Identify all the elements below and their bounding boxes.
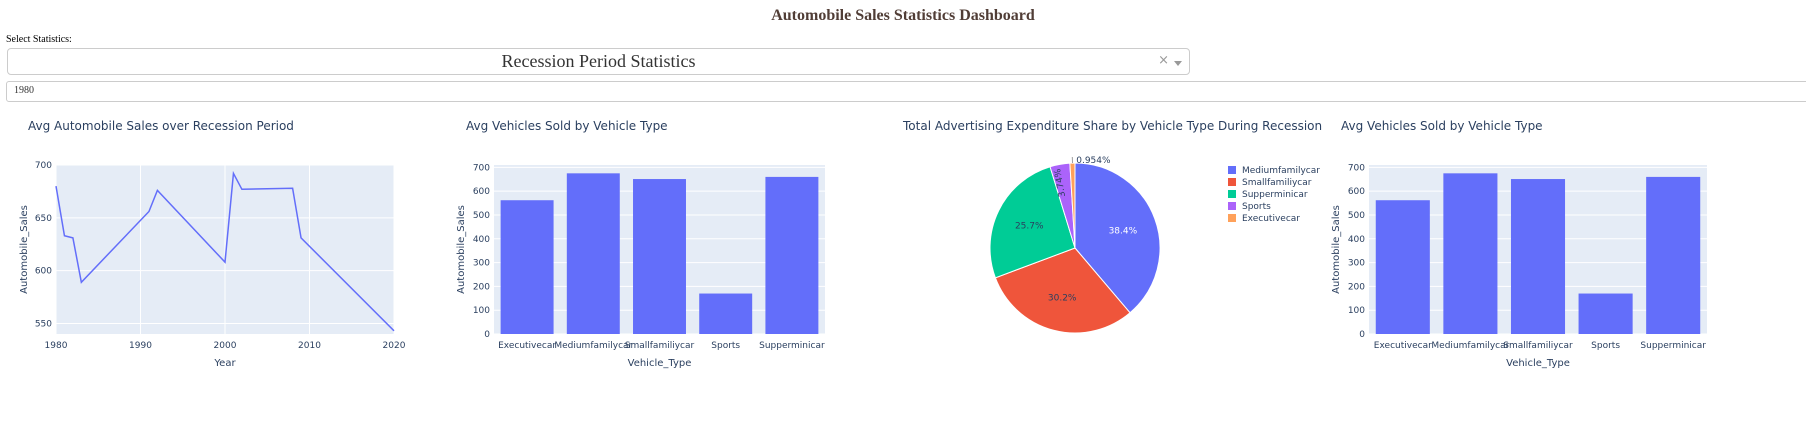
- vehicles-by-type-bar-chart-y-tick-label: 0: [484, 330, 490, 340]
- vehicles-by-type-bar-chart-bar: [566, 173, 620, 334]
- vehicles-by-type-bar-chart-2-x-tick-label: Sports: [1591, 341, 1620, 351]
- advertising-share-pie-chart-legend-swatch: [1228, 190, 1236, 198]
- year-select-value: 1980: [14, 85, 34, 96]
- recession-sales-line-chart-series-line: [55, 170, 395, 332]
- select-statistics-label: Select Statistics:: [6, 34, 72, 45]
- advertising-share-pie-chart-slice-label: 0.954%: [1076, 156, 1111, 166]
- vehicles-by-type-bar-chart-2-group: 0 100 200 300 400 500 600 700 Executivecar Medium…: [1331, 163, 1707, 369]
- vehicles-by-type-bar-chart-x-tick-label: Smallfamiliycar: [625, 341, 695, 351]
- recession-sales-line-chart-y-axis-label: Automobile_Sales: [19, 205, 30, 294]
- advertising-share-pie-chart-legend-label: Smallfamiliycar: [1242, 178, 1312, 188]
- vehicles-by-type-bar-chart-y-tick-label: 400: [473, 235, 490, 245]
- recession-sales-line-chart-x-axis-label: Year: [213, 358, 236, 369]
- vehicles-by-type-bar-chart-bar: [765, 176, 819, 334]
- vehicles-by-type-bar-chart-2-bar: [1646, 176, 1701, 334]
- advertising-share-pie-chart-legend-label: Mediumfamilycar: [1242, 166, 1320, 176]
- vehicles-by-type-bar-chart-x-tick-label: Sports: [711, 341, 740, 351]
- vehicles-by-type-bar-chart-2-y-tick-label: 400: [1348, 235, 1365, 245]
- vehicles-by-type-bar-chart-2-x-axis-label: Vehicle_Type: [1506, 358, 1570, 369]
- vehicles-by-type-bar-chart-2-bar: [1375, 200, 1430, 334]
- vehicles-by-type-bar-chart-y-tick-label: 300: [473, 259, 490, 269]
- advertising-share-pie-chart-slice: [994, 247, 1131, 334]
- recession-sales-line-chart-x-tick-label: 2000: [214, 341, 237, 351]
- advertising-share-pie-chart-group: 38.4%30.2%25.7%3.74%0.954%Mediumfamilyca…: [989, 156, 1320, 334]
- vehicles-by-type-bar-chart-y-tick-label: 500: [473, 211, 490, 221]
- vehicles-by-type-bar-chart-2-x-tick-label: Mediumfamilycar: [1431, 341, 1509, 351]
- recession-sales-line-chart-x-tick-label: 2020: [383, 341, 406, 351]
- vehicles-by-type-bar-chart-x-tick-label: Supperminicar: [759, 341, 825, 351]
- advertising-share-pie-chart-slice: [1069, 162, 1076, 249]
- vehicles-by-type-bar-chart-2-y-tick-label: 600: [1348, 187, 1365, 197]
- vehicles-by-type-bar-chart-bar: [500, 200, 554, 334]
- vehicles-by-type-bar-chart-2-y-tick-label: 0: [1359, 330, 1365, 340]
- recession-sales-line-chart-y-tick-label: 650: [35, 214, 52, 224]
- recession-sales-line-chart-title: Avg Automobile Sales over Recession Peri…: [28, 119, 294, 133]
- advertising-share-pie-chart-legend-swatch: [1228, 202, 1236, 210]
- clear-icon[interactable]: ×: [1158, 53, 1169, 68]
- vehicles-by-type-bar-chart-title: Avg Vehicles Sold by Vehicle Type: [466, 119, 668, 133]
- advertising-share-pie-chart-legend-swatch: [1228, 178, 1236, 186]
- vehicles-by-type-bar-chart-x-tick-label: Mediumfamilycar: [554, 341, 632, 351]
- vehicles-by-type-bar-chart-2-title: Avg Vehicles Sold by Vehicle Type: [1341, 119, 1543, 133]
- advertising-share-pie-chart-legend-swatch: [1228, 214, 1236, 222]
- vehicles-by-type-bar-chart-y-tick-label: 100: [473, 306, 490, 316]
- recession-sales-line-chart-x-tick-label: 2010: [298, 341, 321, 351]
- recession-sales-line-chart-x-tick-label: 1980: [45, 341, 68, 351]
- vehicles-by-type-bar-chart-2-y-tick-label: 100: [1348, 306, 1365, 316]
- vehicles-by-type-bar-chart-2-bar: [1443, 173, 1498, 334]
- vehicles-by-type-bar-chart-x-axis-label: Vehicle_Type: [628, 358, 692, 369]
- recession-sales-line-chart-x-tick-label: 1990: [129, 341, 152, 351]
- vehicles-by-type-bar-chart-y-tick-label: 200: [473, 282, 490, 292]
- advertising-share-pie-chart-legend-label: Executivecar: [1242, 214, 1300, 224]
- vehicles-by-type-bar-chart-x-tick-label: Executivecar: [498, 341, 556, 351]
- advertising-share-pie-chart-slice-label: 25.7%: [1015, 221, 1044, 231]
- vehicles-by-type-bar-chart-2-y-tick-label: 200: [1348, 282, 1365, 292]
- recession-sales-line-chart-y-tick-label: 550: [35, 319, 52, 329]
- vehicles-by-type-bar-chart-bar: [699, 293, 753, 334]
- statistics-dropdown[interactable]: Recession Period Statistics ×: [7, 48, 1190, 75]
- chevron-down-icon[interactable]: [1174, 61, 1182, 66]
- advertising-share-pie-chart-slice: [1074, 162, 1161, 314]
- advertising-share-pie-chart-slice-label: 38.4%: [1109, 226, 1138, 236]
- recession-sales-line-chart-group: 1980 1990 2000 2010 2020 550 600 650 700 Year Auto…: [19, 161, 406, 369]
- vehicles-by-type-bar-chart-y-tick-label: 600: [473, 187, 490, 197]
- year-select[interactable]: 1980: [6, 81, 1806, 102]
- vehicles-by-type-bar-chart-2-y-tick-label: 700: [1348, 163, 1365, 173]
- advertising-share-pie-chart-slice: [989, 166, 1076, 279]
- vehicles-by-type-bar-chart-2-x-tick-label: Smallfamiliycar: [1503, 341, 1573, 351]
- advertising-share-pie-chart-legend-swatch: [1228, 166, 1236, 174]
- vehicles-by-type-bar-chart-2-bar: [1510, 179, 1566, 334]
- vehicles-by-type-bar-chart-bar: [633, 179, 686, 334]
- advertising-share-pie-chart-slice-label: 30.2%: [1048, 293, 1077, 303]
- dashboard-title: Automobile Sales Statistics Dashboard: [771, 7, 1035, 24]
- dropdown-selected-value: Recession Period Statistics: [501, 51, 696, 71]
- vehicles-by-type-bar-chart-2-y-tick-label: 300: [1348, 259, 1365, 269]
- vehicles-by-type-bar-chart-2-x-tick-label: Executivecar: [1374, 341, 1432, 351]
- recession-sales-line-chart-y-tick-label: 600: [35, 267, 52, 277]
- vehicles-by-type-bar-chart-2-x-tick-label: Supperminicar: [1640, 341, 1706, 351]
- advertising-share-pie-chart-legend-label: Sports: [1242, 202, 1271, 212]
- vehicles-by-type-bar-chart-y-tick-label: 700: [473, 163, 490, 173]
- advertising-share-pie-chart-legend-label: Supperminicar: [1242, 190, 1308, 200]
- vehicles-by-type-bar-chart-y-axis-label: Automobile_Sales: [456, 205, 467, 294]
- recession-sales-line-chart-y-tick-label: 700: [35, 161, 52, 171]
- advertising-share-pie-chart-title: Total Advertising Expenditure Share by V…: [902, 119, 1322, 133]
- vehicles-by-type-bar-chart-2-y-tick-label: 500: [1348, 211, 1365, 221]
- vehicles-by-type-bar-chart-group: 0 100 200 300 400 500 600 700 ExecutivecarMedium…: [456, 163, 825, 369]
- vehicles-by-type-bar-chart-2-bar: [1578, 293, 1633, 334]
- vehicles-by-type-bar-chart-2-y-axis-label: Automobile_Sales: [1331, 205, 1342, 294]
